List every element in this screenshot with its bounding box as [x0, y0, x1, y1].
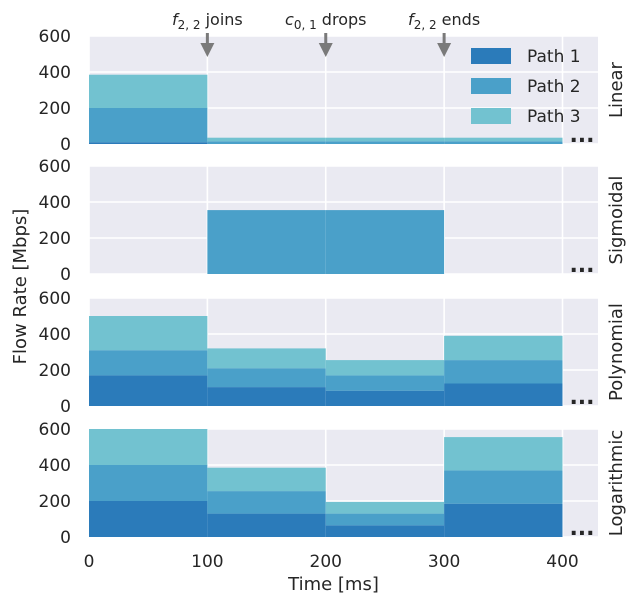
- bar-path-2: [444, 360, 563, 384]
- event-annotation: c0, 1 drops: [285, 10, 366, 57]
- bar-path-3: [207, 467, 326, 492]
- y-tick-label: 200: [39, 361, 71, 381]
- bar-path-3: [89, 74, 208, 108]
- bar-path-2: [444, 470, 563, 504]
- annotation-label: c0, 1 drops: [285, 10, 366, 32]
- legend-swatch: [471, 48, 511, 64]
- continuation-marker: ...: [569, 123, 594, 148]
- bar-path-3: [325, 501, 445, 514]
- y-tick-label: 0: [60, 135, 71, 155]
- bar-path-2: [207, 491, 326, 514]
- x-tick-label: 300: [428, 552, 460, 572]
- x-tick-label: 400: [546, 552, 578, 572]
- bar-path-3: [207, 137, 326, 142]
- panel-linear: 0 200 400 600 Linear...: [39, 27, 627, 155]
- bar-path-1: [89, 375, 208, 406]
- legend: Path 1 Path 2 Path 3: [471, 47, 581, 127]
- bar-path-3: [325, 360, 445, 376]
- panel-title: Linear: [606, 61, 627, 118]
- y-tick-label: 200: [39, 99, 71, 119]
- bar-path-3: [444, 335, 563, 361]
- bar-path-1: [325, 390, 445, 406]
- legend-swatch: [471, 108, 511, 124]
- bar-path-2: [89, 465, 208, 501]
- bar-path-2: [207, 368, 326, 388]
- annotation-label: f2, 2 joins: [172, 10, 243, 32]
- bar-path-2: [207, 210, 326, 274]
- panel-title: Polynomial: [606, 303, 627, 401]
- y-tick-label: 0: [60, 265, 71, 285]
- bar-path-3: [444, 137, 563, 142]
- annotation-arrow-head: [318, 43, 333, 57]
- panel-title: Logarithmic: [606, 430, 627, 536]
- bar-path-2: [207, 141, 326, 144]
- bar-path-2: [325, 375, 445, 391]
- bar-path-2: [325, 513, 445, 526]
- bar-path-3: [207, 348, 326, 369]
- bar-path-1: [444, 383, 563, 406]
- bar-path-2: [89, 350, 208, 376]
- event-annotation: f2, 2 joins: [172, 10, 243, 57]
- annotation-arrow-head: [200, 43, 215, 57]
- x-tick-label: 0: [84, 552, 95, 572]
- y-tick-label: 600: [39, 157, 71, 177]
- bar-path-3: [325, 137, 445, 142]
- bar-path-1: [89, 501, 208, 537]
- continuation-marker: ...: [569, 253, 594, 278]
- legend-swatch: [471, 78, 511, 94]
- y-tick-label: 400: [39, 325, 71, 345]
- event-annotation: f2, 2 ends: [408, 10, 480, 57]
- bar-path-1: [444, 503, 563, 537]
- legend-label: Path 1: [527, 47, 581, 67]
- panel-sigmoidal: 0 200 400 600 Sigmoidal...: [39, 157, 627, 285]
- legend-label: Path 3: [527, 107, 581, 127]
- bar-path-2: [325, 141, 445, 144]
- panel-logarithmic: 0 200 400 600 Logarithmic...: [39, 420, 627, 548]
- y-tick-label: 0: [60, 528, 71, 548]
- bar-path-2: [89, 108, 208, 143]
- annotation-arrow-head: [437, 43, 452, 57]
- continuation-marker: ...: [569, 516, 594, 541]
- x-tick-label: 200: [310, 552, 342, 572]
- legend-label: Path 2: [527, 77, 581, 97]
- y-axis-label: Flow Rate [Mbps]: [10, 209, 31, 365]
- y-tick-label: 600: [39, 289, 71, 309]
- bar-path-3: [89, 316, 208, 351]
- bar-path-2: [325, 210, 445, 274]
- y-tick-label: 400: [39, 63, 71, 83]
- y-tick-label: 600: [39, 420, 71, 440]
- bar-path-3: [444, 437, 563, 471]
- y-tick-label: 400: [39, 193, 71, 213]
- bar-path-1: [207, 513, 326, 537]
- panel-polynomial: 0 200 400 600 Polynomial...: [39, 289, 627, 417]
- x-axis-label: Time [ms]: [287, 574, 379, 595]
- bar-path-1: [89, 142, 208, 144]
- y-tick-label: 600: [39, 27, 71, 47]
- continuation-marker: ...: [569, 385, 594, 410]
- bar-path-1: [207, 387, 326, 406]
- y-tick-label: 400: [39, 456, 71, 476]
- x-tick-label: 100: [191, 552, 223, 572]
- y-tick-label: 0: [60, 397, 71, 417]
- annotation-label: f2, 2 ends: [408, 10, 480, 32]
- bar-path-3: [89, 429, 208, 465]
- bar-path-1: [325, 525, 445, 537]
- bar-path-2: [444, 141, 563, 144]
- panel-title: Sigmoidal: [606, 176, 627, 265]
- y-tick-label: 200: [39, 492, 71, 512]
- y-tick-label: 200: [39, 229, 71, 249]
